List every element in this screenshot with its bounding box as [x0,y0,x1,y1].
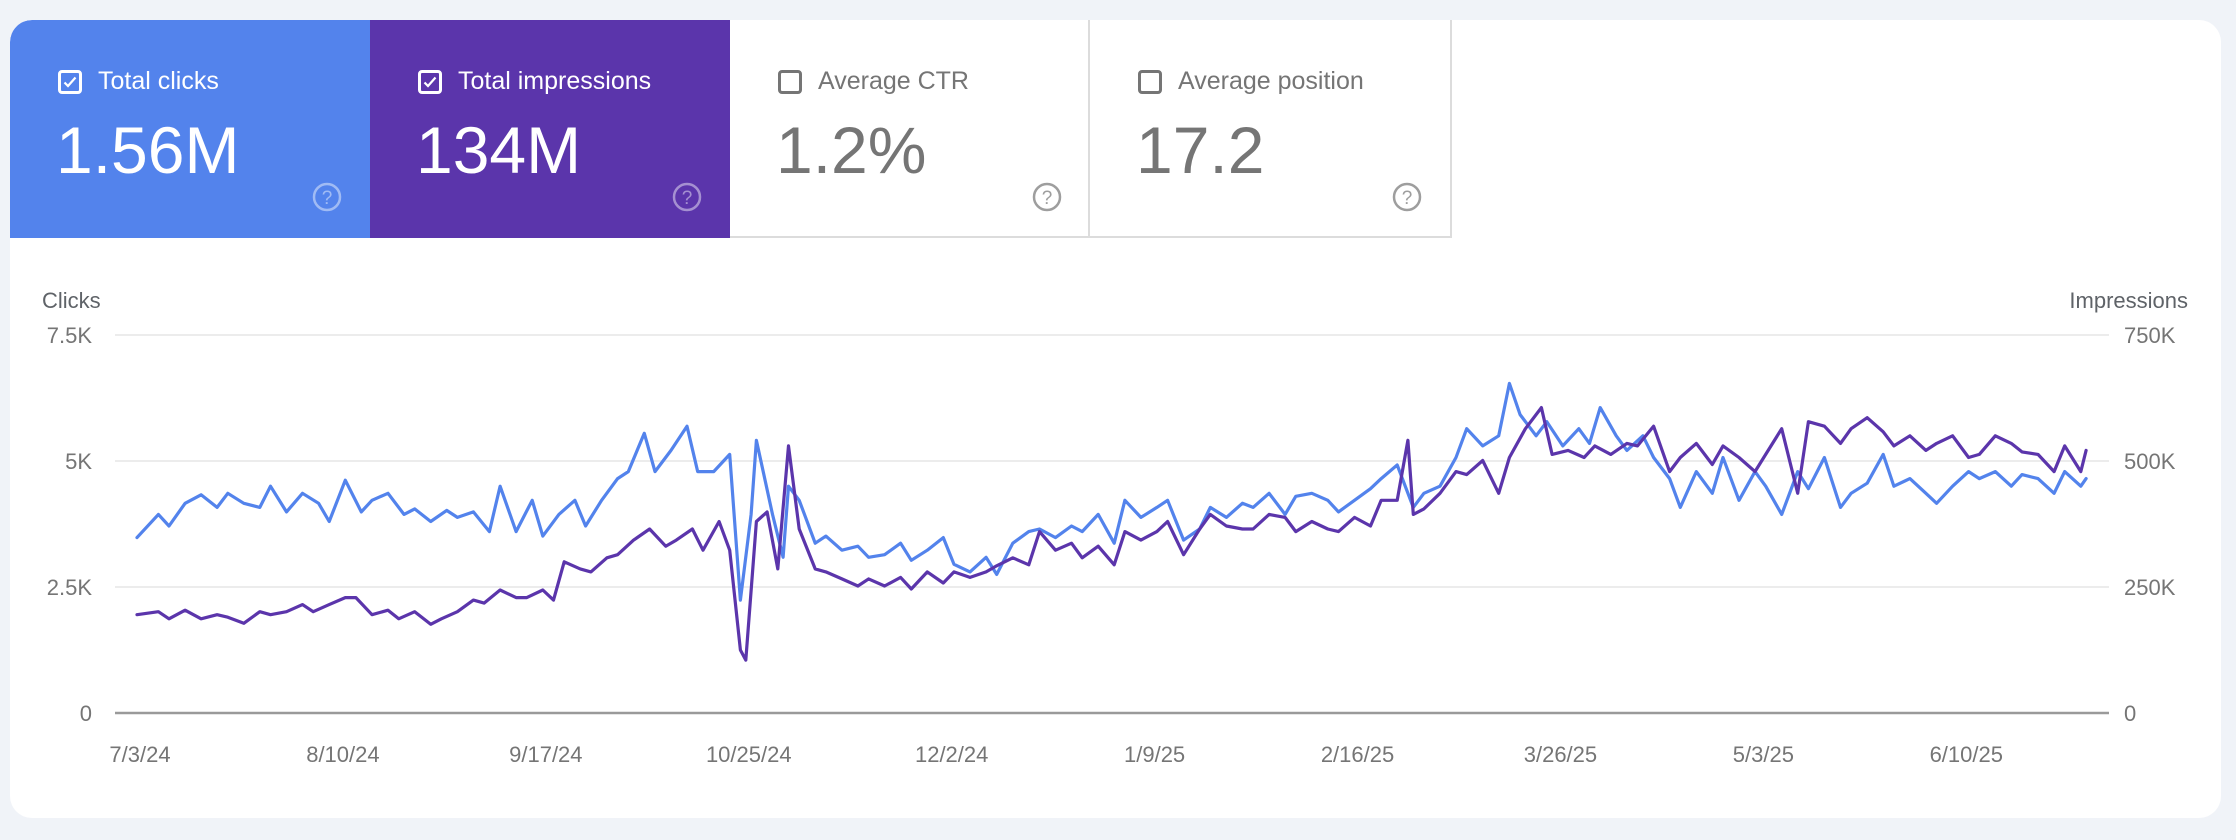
metric-card-total-impressions[interactable]: Total impressions 134M ? [370,20,730,238]
svg-text:?: ? [1042,188,1053,209]
help-circle-icon[interactable]: ? [672,182,702,212]
x-axis-tick-label: 8/10/24 [306,742,379,767]
help-circle-icon[interactable]: ? [1032,182,1062,212]
metric-label: Average position [1178,67,1364,95]
checkbox-checked-icon[interactable] [58,70,82,94]
checkbox-unchecked-icon[interactable] [778,70,802,94]
metric-card-average-ctr[interactable]: Average CTR 1.2% ? [730,20,1090,238]
svg-text:?: ? [682,188,693,209]
left-axis-tick-label: 7.5K [47,323,93,348]
metric-card-average-position[interactable]: Average position 17.2 ? [1090,20,1452,238]
metric-value: 17.2 [1136,113,1265,187]
left-axis-tick-label: 0 [80,701,92,726]
checkbox-unchecked-icon[interactable] [1138,70,1162,94]
metric-card-total-clicks[interactable]: Total clicks 1.56M ? [10,20,370,238]
x-axis-tick-label: 12/2/24 [915,742,988,767]
svg-text:?: ? [322,188,333,209]
x-axis-tick-label: 6/10/25 [1930,742,2003,767]
metric-value: 134M [416,113,582,187]
metric-value: 1.56M [56,113,240,187]
svg-text:?: ? [1402,188,1413,209]
right-axis-tick-label: 750K [2124,323,2176,348]
metric-label: Total impressions [458,67,652,95]
metric-label: Total clicks [98,67,219,95]
x-axis-tick-label: 7/3/24 [109,742,170,767]
x-axis-tick-label: 1/9/25 [1124,742,1185,767]
metric-label: Average CTR [818,67,969,95]
x-axis-tick-label: 9/17/24 [509,742,582,767]
metric-value: 1.2% [776,113,927,187]
series-line-clicks[interactable] [135,406,2088,662]
left-axis-tick-label: 2.5K [47,575,93,600]
left-axis-tick-label: 5K [65,449,92,474]
performance-chart[interactable]: Clicks Impressions 0 2.5K 5K 7.5K 0 250K 500K… [10,20,2221,818]
checkbox-checked-icon[interactable] [418,70,442,94]
x-axis-tick-label: 5/3/25 [1733,742,1794,767]
x-axis-tick-label: 2/16/25 [1321,742,1394,767]
right-axis-tick-label: 0 [2124,701,2136,726]
metric-cards: Total clicks 1.56M ? Total impressions 1… [10,20,1452,238]
help-circle-icon[interactable]: ? [1392,182,1422,212]
help-circle-icon[interactable]: ? [312,182,342,212]
series-line-impressions[interactable] [135,381,2088,602]
performance-panel: Total clicks 1.56M ? Total impressions 1… [10,20,2221,818]
right-axis-tick-label: 250K [2124,575,2176,600]
x-axis-tick-label: 10/25/24 [706,742,792,767]
right-axis-tick-label: 500K [2124,449,2176,474]
left-axis-title: Clicks [42,288,101,313]
x-axis-tick-label: 3/26/25 [1524,742,1597,767]
right-axis-title: Impressions [2069,288,2188,313]
